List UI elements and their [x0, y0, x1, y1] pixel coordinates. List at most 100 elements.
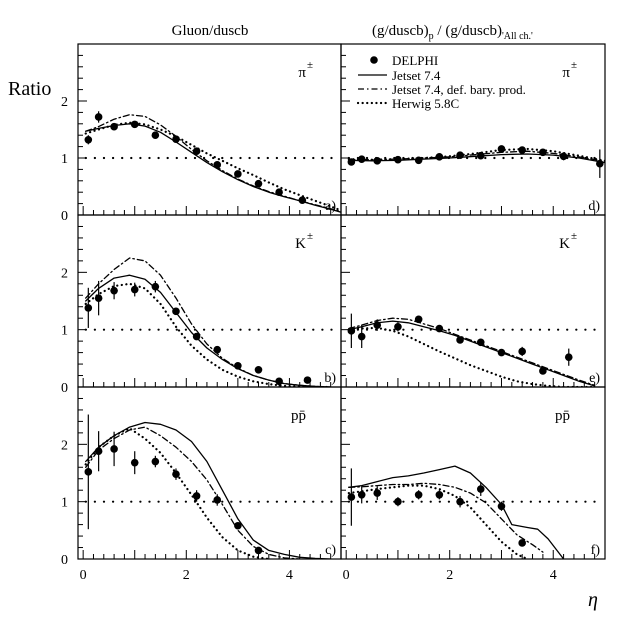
data-point [192, 332, 201, 341]
data-point [254, 546, 263, 555]
col2-title-mid: / (g/duscb) [434, 23, 502, 39]
series-dotted [84, 282, 332, 387]
data-points [84, 111, 307, 204]
y-tick-label: 0 [61, 553, 68, 568]
data-point [110, 122, 118, 131]
series-solid [85, 274, 332, 387]
data-point [518, 347, 526, 356]
data-point [394, 323, 402, 331]
data-point [476, 485, 485, 493]
data-point [394, 155, 402, 164]
data-point [84, 135, 93, 144]
data-point [414, 490, 423, 499]
particle-label: K [295, 236, 306, 252]
legend-marker-delphi [370, 56, 378, 64]
series-dashdot [348, 482, 544, 553]
panel-a: 0 1 2 π ± a) [61, 43, 342, 224]
series-dashdot [85, 426, 301, 559]
data-point [94, 447, 103, 456]
data-point [130, 285, 139, 294]
particle-label: π [298, 65, 306, 81]
data-point [596, 159, 604, 168]
y-axis-label: Ratio [8, 78, 51, 100]
panel-letter: a) [325, 199, 336, 214]
data-point [414, 156, 423, 165]
data-point [456, 151, 464, 159]
panel-letter: c) [325, 543, 336, 558]
data-point [254, 366, 263, 374]
data-point [84, 304, 93, 312]
data-point [394, 497, 402, 506]
y-tick-label: 1 [61, 152, 68, 167]
legend-label-jetset: Jetset 7.4 [392, 68, 441, 83]
data-point [172, 307, 180, 316]
data-point [234, 361, 242, 370]
data-point [213, 496, 222, 504]
y-tick-label: 2 [61, 266, 68, 281]
x-tick-label: 2 [183, 568, 190, 583]
particle-label: pp̄ [555, 408, 570, 424]
data-point [130, 458, 139, 467]
x-tick-label: 0 [80, 568, 87, 583]
data-point [373, 157, 382, 165]
curves [347, 317, 596, 387]
series-solid [348, 320, 596, 387]
data-point [435, 153, 444, 161]
particle-label: pp̄ [291, 408, 306, 424]
y-tick-label: 1 [61, 324, 68, 339]
curves [84, 257, 332, 387]
legend-label-herwig: Herwig 5.8C [392, 96, 459, 111]
data-point [497, 502, 506, 511]
particle-label: π [562, 65, 570, 81]
panel-b: 0 1 2 K ± b) [61, 214, 342, 396]
panel-d: π ± d) [340, 43, 606, 216]
panel-letter: f) [591, 543, 601, 558]
panel-frame [340, 386, 606, 560]
col2-title-sub2: 'All ch.' [502, 31, 533, 42]
data-point [151, 282, 160, 291]
data-points [347, 313, 573, 375]
data-point [298, 196, 307, 204]
data-point [456, 336, 464, 344]
data-point [347, 158, 356, 166]
data-points [84, 280, 312, 386]
series-dotted [347, 326, 596, 387]
data-point [518, 146, 526, 154]
x-axis-label: η [588, 589, 598, 611]
curves [347, 465, 565, 559]
data-point [151, 457, 160, 466]
panel-letter: b) [324, 371, 336, 386]
data-point [110, 445, 118, 453]
data-points [84, 414, 263, 555]
data-point [357, 332, 366, 341]
series-solid [85, 421, 332, 559]
data-point [497, 348, 506, 357]
col2-title-main: (g/duscb) [372, 23, 429, 39]
data-point [234, 170, 242, 178]
series-dotted [347, 147, 605, 162]
y-tick-label: 2 [61, 438, 68, 453]
data-point [172, 135, 180, 143]
data-point [275, 377, 283, 386]
data-point [234, 521, 242, 530]
x-tick-label: 4 [286, 568, 293, 583]
data-point [357, 490, 366, 499]
panel-f: 0 2 4 pp̄ f) [340, 386, 606, 583]
panel-letter: d) [588, 199, 600, 214]
series-dotted [84, 121, 341, 212]
legend: DELPHI Jetset 7.4 Jetset 7.4, def. bary.… [356, 53, 526, 111]
col2-title-sub1: p [429, 31, 434, 42]
x-tick-label: 0 [343, 568, 350, 583]
data-point [213, 161, 222, 169]
y-tick-label: 0 [61, 209, 68, 224]
data-point [559, 152, 568, 161]
panel-c: 0 1 2 0 2 4 pp̄ c) [61, 386, 342, 583]
x-tick-label: 4 [550, 568, 557, 583]
data-point [373, 489, 382, 497]
series-dashdot [85, 257, 332, 387]
data-point [347, 493, 356, 501]
data-point [94, 294, 103, 302]
data-point [213, 345, 222, 354]
